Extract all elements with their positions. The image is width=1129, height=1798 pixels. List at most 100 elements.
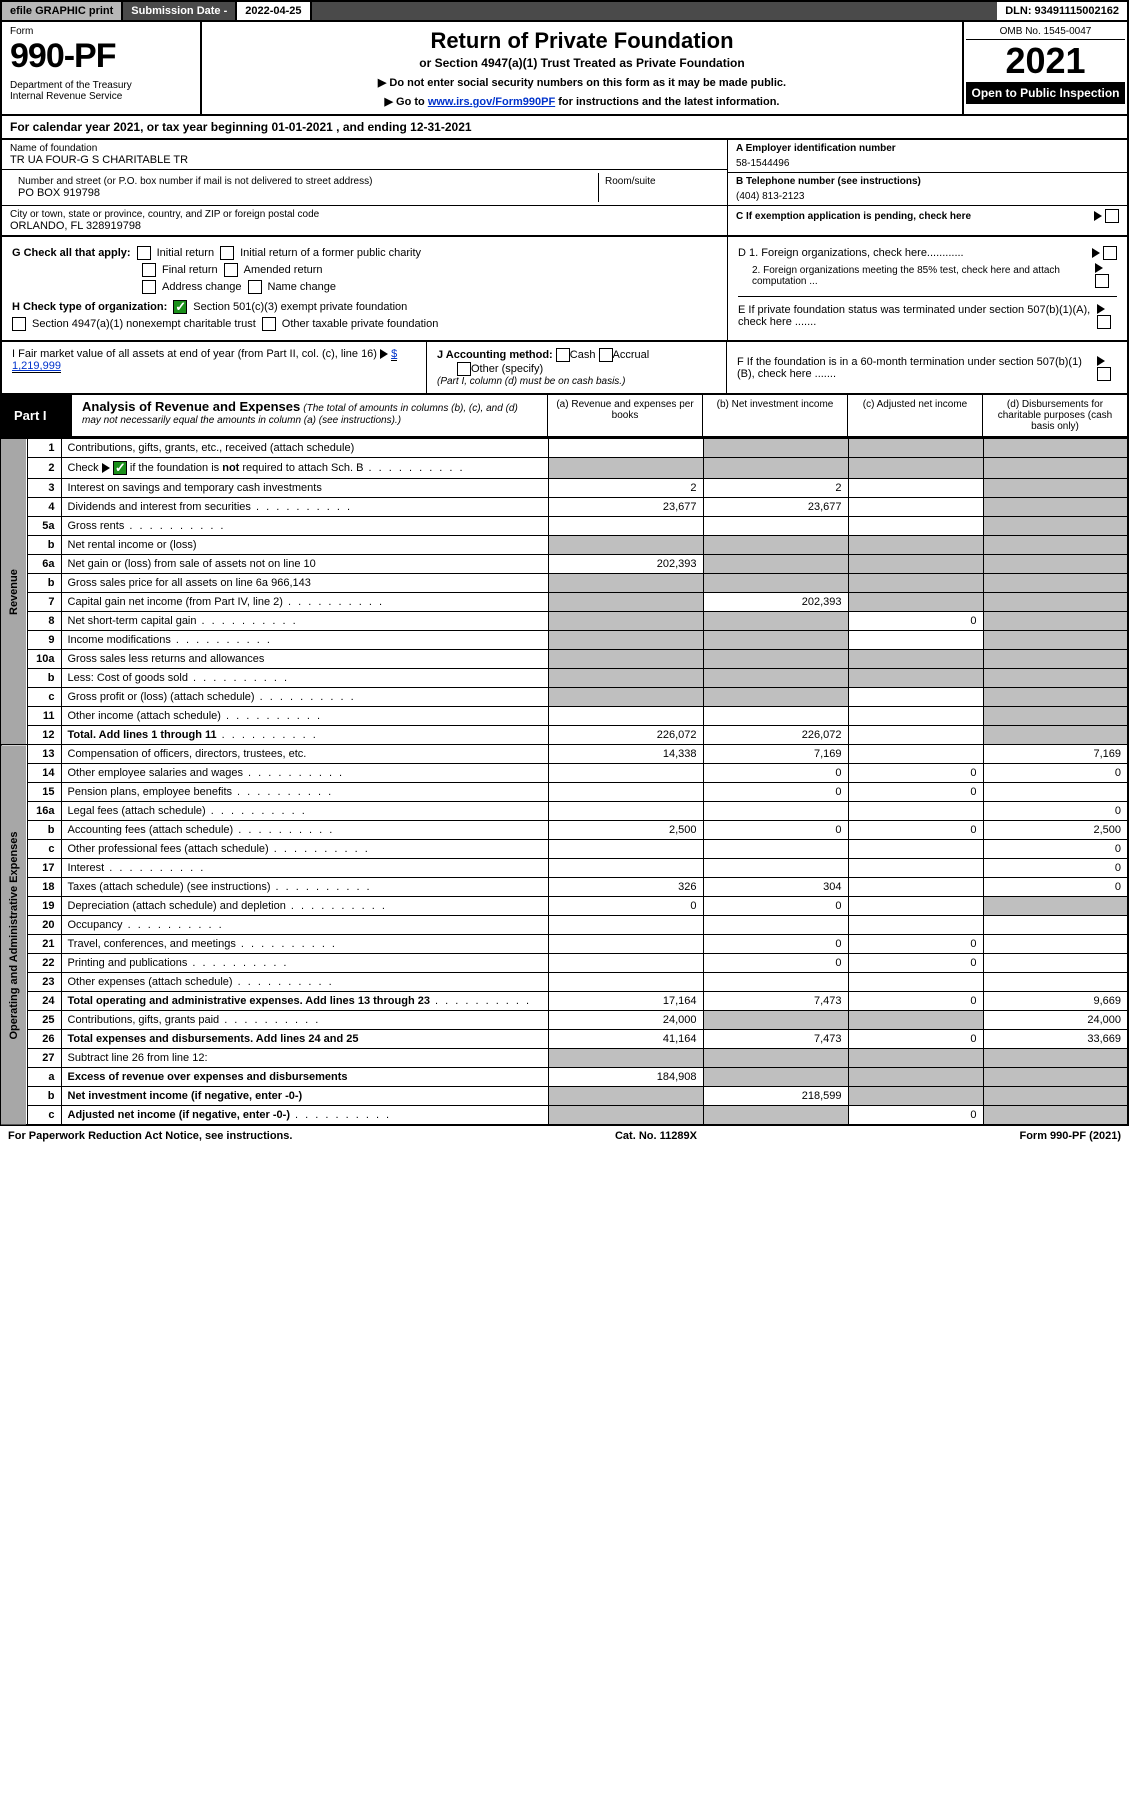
cell-col-d — [983, 458, 1128, 479]
row-label: Gross profit or (loss) (attach schedule) — [61, 688, 548, 707]
cell-col-a — [548, 973, 703, 992]
d1-checkbox[interactable] — [1103, 246, 1117, 260]
g-amended-checkbox[interactable] — [224, 263, 238, 277]
sch-b-checkbox[interactable] — [113, 461, 127, 475]
row-label: Income modifications — [61, 631, 548, 650]
g-initial-former-checkbox[interactable] — [220, 246, 234, 260]
g-address-change-checkbox[interactable] — [142, 280, 156, 294]
table-row: 9Income modifications — [1, 631, 1128, 650]
h-4947-checkbox[interactable] — [12, 317, 26, 331]
e-row: E If private foundation status was termi… — [738, 296, 1117, 329]
info-right: A Employer identification number 58-1544… — [727, 140, 1127, 235]
form-note-2: ▶ Go to www.irs.gov/Form990PF for instru… — [212, 95, 952, 108]
cell-col-b — [703, 669, 848, 688]
row-label: Gross rents — [61, 517, 548, 536]
c-checkbox[interactable] — [1105, 209, 1119, 223]
page-footer: For Paperwork Reduction Act Notice, see … — [0, 1126, 1129, 1146]
h-501c3-checkbox[interactable] — [173, 300, 187, 314]
table-row: 26Total expenses and disbursements. Add … — [1, 1030, 1128, 1049]
cell-col-d — [983, 935, 1128, 954]
cell-col-d — [983, 498, 1128, 517]
cell-col-b — [703, 1106, 848, 1126]
row-label: Net short-term capital gain — [61, 612, 548, 631]
table-row: cAdjusted net income (if negative, enter… — [1, 1106, 1128, 1126]
row-number: 12 — [27, 726, 61, 745]
cell-col-a: 2 — [548, 479, 703, 498]
row-number: 1 — [27, 439, 61, 458]
cell-col-c: 0 — [848, 612, 983, 631]
cell-col-b — [703, 1049, 848, 1068]
cell-col-c — [848, 574, 983, 593]
row-label: Total expenses and disbursements. Add li… — [61, 1030, 548, 1049]
row-number: c — [27, 840, 61, 859]
cell-col-c — [848, 973, 983, 992]
col-headers: (a) Revenue and expenses per books (b) N… — [547, 395, 1127, 436]
d2-checkbox[interactable] — [1095, 274, 1109, 288]
e-checkbox[interactable] — [1097, 315, 1111, 329]
header-left: Form 990-PF Department of the Treasury I… — [2, 22, 202, 114]
row-label: Dividends and interest from securities — [61, 498, 548, 517]
j-accrual-checkbox[interactable] — [599, 348, 613, 362]
col-d-header: (d) Disbursements for charitable purpose… — [982, 395, 1127, 436]
cell-col-c — [848, 897, 983, 916]
table-row: bAccounting fees (attach schedule)2,5000… — [1, 821, 1128, 840]
h-opt-3: Other taxable private foundation — [282, 318, 439, 330]
g-opt-1: Initial return of a former public charit… — [240, 247, 421, 259]
table-row: cGross profit or (loss) (attach schedule… — [1, 688, 1128, 707]
h-other-taxable-checkbox[interactable] — [262, 317, 276, 331]
addr-label: Number and street (or P.O. box number if… — [18, 176, 590, 187]
cell-col-a: 184,908 — [548, 1068, 703, 1087]
row-number: 24 — [27, 992, 61, 1011]
row-number: 18 — [27, 878, 61, 897]
row-number: 26 — [27, 1030, 61, 1049]
cell-col-a: 226,072 — [548, 726, 703, 745]
j-cash: Cash — [570, 349, 596, 361]
row-number: b — [27, 574, 61, 593]
cell-col-a: 41,164 — [548, 1030, 703, 1049]
row-number: 21 — [27, 935, 61, 954]
table-row: 19Depreciation (attach schedule) and dep… — [1, 897, 1128, 916]
cell-col-d — [983, 536, 1128, 555]
table-row: 8Net short-term capital gain0 — [1, 612, 1128, 631]
row-number: 10a — [27, 650, 61, 669]
submission-date-label: Submission Date - — [123, 2, 237, 20]
g-name-change-checkbox[interactable] — [248, 280, 262, 294]
cell-col-a: 23,677 — [548, 498, 703, 517]
cell-col-d — [983, 612, 1128, 631]
cell-col-d — [983, 631, 1128, 650]
j-other-checkbox[interactable] — [457, 362, 471, 376]
g-final-return-checkbox[interactable] — [142, 263, 156, 277]
h-row2: Section 4947(a)(1) nonexempt charitable … — [12, 317, 717, 331]
row-label: Contributions, gifts, grants, etc., rece… — [61, 439, 548, 458]
cell-col-b: 7,473 — [703, 992, 848, 1011]
d1-label: D 1. Foreign organizations, check here..… — [738, 247, 964, 259]
j-cash-checkbox[interactable] — [556, 348, 570, 362]
row-number: b — [27, 536, 61, 555]
cell-col-b — [703, 612, 848, 631]
cell-col-c — [848, 859, 983, 878]
d2-arrow-icon — [1095, 263, 1103, 273]
row-label: Travel, conferences, and meetings — [61, 935, 548, 954]
cell-col-c — [848, 631, 983, 650]
address-main: Number and street (or P.O. box number if… — [10, 173, 599, 202]
cell-col-b — [703, 458, 848, 479]
cell-col-a — [548, 859, 703, 878]
row-label: Excess of revenue over expenses and disb… — [61, 1068, 548, 1087]
cell-col-a — [548, 688, 703, 707]
calendar-year-row: For calendar year 2021, or tax year begi… — [0, 116, 1129, 140]
cell-col-b — [703, 517, 848, 536]
row-label: Net investment income (if negative, ente… — [61, 1087, 548, 1106]
cell-col-c — [848, 840, 983, 859]
g-opt-2: Final return — [162, 264, 218, 276]
row-label: Interest on savings and temporary cash i… — [61, 479, 548, 498]
row-number: 15 — [27, 783, 61, 802]
cell-col-a — [548, 439, 703, 458]
g-initial-return-checkbox[interactable] — [137, 246, 151, 260]
table-row: 7Capital gain net income (from Part IV, … — [1, 593, 1128, 612]
g-row3: Address change Name change — [12, 280, 717, 294]
table-row: 18Taxes (attach schedule) (see instructi… — [1, 878, 1128, 897]
irs-link[interactable]: www.irs.gov/Form990PF — [428, 96, 555, 108]
table-row: 6aNet gain or (loss) from sale of assets… — [1, 555, 1128, 574]
f-checkbox[interactable] — [1097, 367, 1111, 381]
d1-arrow-icon — [1092, 248, 1100, 258]
